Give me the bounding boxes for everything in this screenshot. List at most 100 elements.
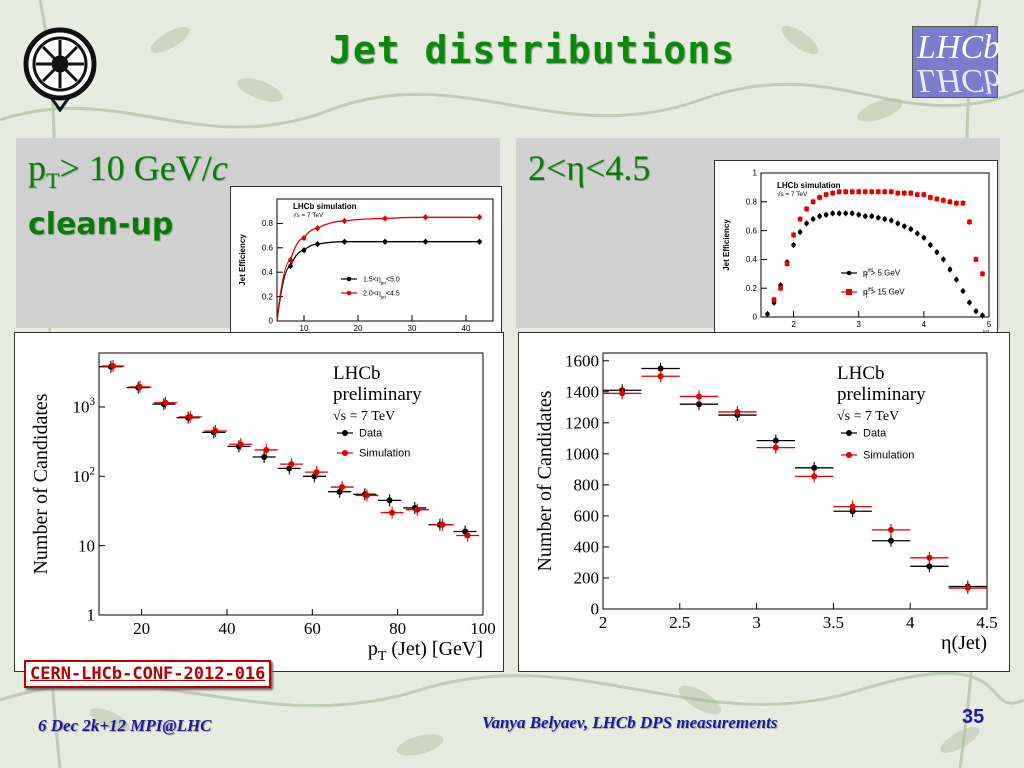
data-point bbox=[817, 195, 822, 200]
x-tick-label: 2 bbox=[791, 320, 796, 329]
data-point bbox=[926, 554, 933, 561]
data-point bbox=[386, 497, 393, 504]
plot-frame bbox=[276, 198, 494, 322]
data-point bbox=[941, 198, 946, 203]
y-tick-label: 200 bbox=[574, 569, 600, 588]
data-point bbox=[817, 213, 822, 219]
data-point bbox=[261, 453, 268, 460]
slide-title: Jet distributions bbox=[329, 28, 735, 72]
data-point bbox=[315, 241, 320, 247]
chart-header: LHCb bbox=[333, 363, 381, 384]
data-point bbox=[315, 225, 320, 231]
data-point bbox=[960, 288, 966, 294]
data-point bbox=[771, 297, 777, 303]
data-point bbox=[439, 521, 446, 528]
chart-subheader: √s = 7 TeV bbox=[777, 190, 808, 198]
legend-swatch bbox=[846, 430, 852, 436]
data-point bbox=[823, 212, 829, 218]
data-point bbox=[888, 189, 894, 195]
data-point bbox=[882, 216, 888, 222]
data-point bbox=[856, 212, 862, 218]
data-point bbox=[973, 308, 979, 314]
data-point bbox=[980, 271, 985, 277]
data-point bbox=[797, 216, 803, 222]
legend-label: 1.5<ηjet<5.0 bbox=[363, 276, 400, 286]
x-tick-label: 4.5 bbox=[976, 613, 997, 632]
footer-date: 6 Dec 2k+12 MPI@LHC bbox=[38, 716, 212, 735]
fit-curve bbox=[276, 216, 480, 322]
data-point bbox=[849, 189, 855, 195]
y-tick-label: 0 bbox=[753, 313, 758, 322]
legend-label: 2.0<ηjet<4.5 bbox=[363, 290, 400, 300]
data-point bbox=[967, 219, 972, 225]
x-tick-label: 30 bbox=[408, 324, 417, 333]
data-point bbox=[888, 218, 894, 223]
legend-swatch bbox=[346, 276, 352, 282]
data-point bbox=[869, 213, 875, 219]
chart-header-2: preliminary bbox=[837, 384, 926, 405]
data-point bbox=[288, 257, 293, 263]
fit-curve bbox=[276, 241, 480, 322]
data-point bbox=[288, 263, 293, 269]
y-tick-label: 1 bbox=[753, 169, 758, 178]
y-tick-label: 103 bbox=[72, 396, 95, 417]
y-tick-label: 102 bbox=[72, 465, 95, 486]
legend-swatch bbox=[342, 450, 348, 456]
data-point bbox=[301, 247, 307, 253]
y-tick-label: 0.4 bbox=[746, 255, 758, 264]
x-tick-label: 4 bbox=[906, 613, 915, 632]
y-tick-label: 0.8 bbox=[262, 219, 274, 228]
legend-label: Simulation bbox=[863, 450, 914, 462]
data-point bbox=[875, 189, 881, 195]
x-tick-label: 40 bbox=[462, 324, 471, 333]
y-tick-label: 0 bbox=[591, 600, 600, 619]
chart-subheader: √s = 7 TeV bbox=[333, 409, 395, 424]
legend-label: Simulation bbox=[359, 448, 410, 460]
data-point bbox=[947, 267, 953, 272]
data-point bbox=[382, 216, 388, 221]
conference-note-link[interactable]: CERN-LHCb-CONF-2012-016 bbox=[24, 660, 272, 688]
data-point bbox=[849, 503, 856, 510]
data-point bbox=[110, 362, 117, 369]
data-point bbox=[313, 469, 320, 476]
data-point bbox=[342, 218, 347, 224]
data-point bbox=[830, 211, 835, 216]
data-point bbox=[967, 300, 972, 305]
data-point bbox=[288, 461, 295, 468]
y-tick-label: 400 bbox=[574, 538, 600, 557]
data-point bbox=[849, 211, 855, 216]
data-point bbox=[363, 492, 370, 499]
data-point bbox=[810, 199, 816, 205]
x-tick-label: 20 bbox=[354, 324, 363, 333]
data-point bbox=[657, 365, 664, 372]
y-tick-label: 0.2 bbox=[262, 292, 274, 301]
y-axis-label: Jet Efficiency bbox=[722, 219, 731, 271]
data-point bbox=[954, 277, 959, 282]
data-point bbox=[856, 189, 862, 195]
data-point bbox=[902, 223, 907, 229]
legend-label: Data bbox=[359, 428, 383, 440]
y-tick-label: 0.2 bbox=[746, 284, 758, 293]
legend-label: Data bbox=[863, 428, 887, 440]
data-point bbox=[843, 211, 848, 216]
y-tick-label: 1 bbox=[87, 606, 96, 625]
data-point bbox=[928, 242, 933, 248]
x-tick-label: 10 bbox=[300, 324, 309, 333]
data-point bbox=[895, 190, 901, 196]
data-point bbox=[423, 215, 428, 220]
data-point bbox=[888, 537, 894, 544]
chart-header: LHCb simulation bbox=[777, 181, 841, 190]
data-point bbox=[810, 216, 816, 222]
data-point bbox=[212, 428, 219, 435]
data-point bbox=[862, 189, 868, 195]
data-point bbox=[797, 229, 803, 235]
page-number: 35 bbox=[962, 706, 985, 728]
data-point bbox=[902, 190, 907, 196]
data-point bbox=[823, 192, 829, 197]
data-point bbox=[477, 239, 482, 244]
data-point bbox=[423, 239, 428, 244]
